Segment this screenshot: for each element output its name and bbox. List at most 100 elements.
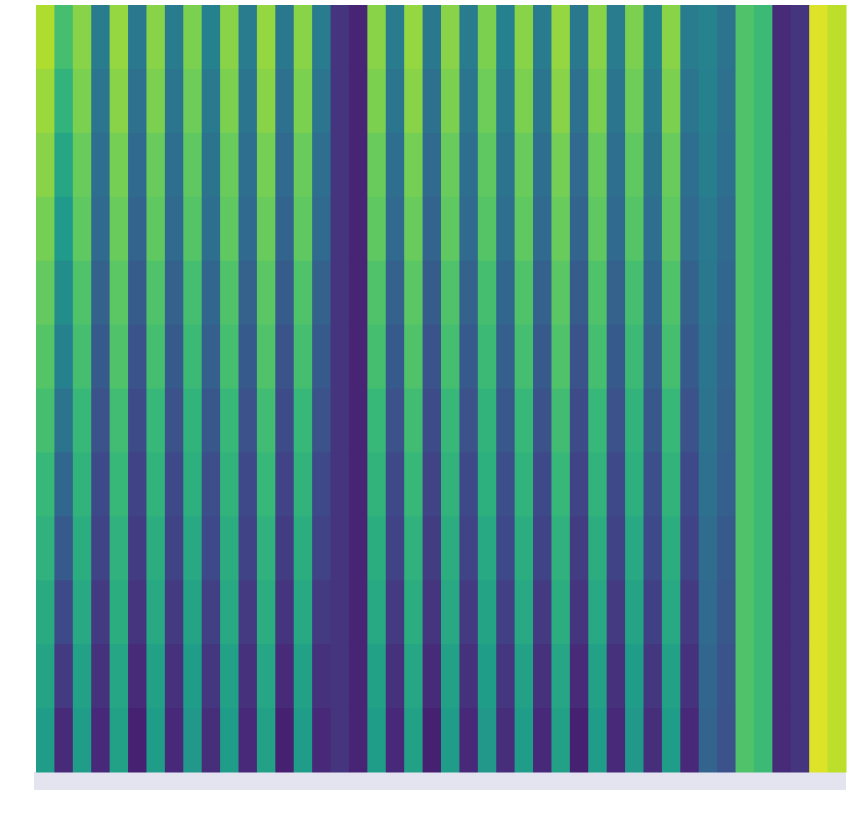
heatmap-cell <box>827 516 847 581</box>
heatmap-cell <box>109 324 129 389</box>
heatmap-cell <box>606 708 626 773</box>
heatmap-cell <box>275 644 295 709</box>
heatmap-cell <box>643 516 663 581</box>
heatmap-cell <box>496 196 516 262</box>
heatmap-cell <box>569 452 589 517</box>
heatmap-cell <box>661 452 681 517</box>
heatmap-cell <box>735 644 755 709</box>
heatmap-cell <box>514 260 534 326</box>
heatmap-cell <box>717 132 737 198</box>
heatmap-cell <box>533 260 552 326</box>
heatmap-cell <box>643 644 663 709</box>
heatmap-cell <box>183 452 203 517</box>
heatmap-cell <box>643 68 663 134</box>
heatmap-cell <box>441 708 460 773</box>
heatmap-cell <box>256 196 276 262</box>
heatmap-cell <box>146 260 166 326</box>
heatmap-cell <box>128 388 147 453</box>
heatmap-cell <box>459 324 479 389</box>
heatmap-cell <box>735 68 755 134</box>
heatmap-cell <box>385 196 405 262</box>
heatmap-cell <box>312 196 332 262</box>
heatmap-cell <box>753 132 773 198</box>
heatmap-cell <box>625 5 644 70</box>
heatmap-cell <box>72 68 92 134</box>
heatmap-cell <box>551 132 571 198</box>
heatmap-cell <box>312 132 332 198</box>
heatmap-cell <box>735 5 755 70</box>
heatmap-cell <box>717 516 737 581</box>
heatmap-cell <box>404 196 424 262</box>
heatmap-cell <box>348 708 368 773</box>
heatmap-cell <box>128 708 147 773</box>
heatmap-cell <box>404 708 424 773</box>
heatmap-cell <box>238 68 258 134</box>
heatmap-cell <box>772 324 792 389</box>
heatmap-cell <box>441 324 460 389</box>
heatmap-cell <box>533 324 552 389</box>
heatmap-cell <box>330 580 350 645</box>
heatmap-cell <box>385 580 405 645</box>
heatmap-cell <box>348 324 368 389</box>
heatmap-cell <box>643 708 663 773</box>
heatmap-cell <box>809 516 829 581</box>
heatmap-cell <box>790 132 810 198</box>
heatmap-cell <box>698 644 718 709</box>
heatmap-cell <box>36 196 55 262</box>
heatmap-cell <box>312 580 332 645</box>
heatmap-cell <box>256 452 276 517</box>
heatmap-cell <box>385 644 405 709</box>
heatmap-cell <box>772 580 792 645</box>
heatmap-cell <box>312 388 332 453</box>
heatmap-cell <box>91 324 111 389</box>
heatmap-cell <box>661 68 681 134</box>
heatmap-cell <box>201 644 221 709</box>
heatmap-cell <box>551 196 571 262</box>
heatmap-cell <box>459 132 479 198</box>
heatmap-cell <box>238 196 258 262</box>
heatmap-cell <box>533 388 552 453</box>
heatmap-cell <box>275 516 295 581</box>
heatmap-cell <box>680 5 700 70</box>
heatmap-cell <box>183 132 203 198</box>
heatmap-cell <box>569 5 589 70</box>
heatmap-cell <box>551 5 571 70</box>
heatmap-cell <box>275 388 295 453</box>
heatmap-cell <box>220 644 239 709</box>
heatmap-cell <box>753 580 773 645</box>
heatmap-cell <box>146 708 166 773</box>
heatmap-cell <box>625 644 644 709</box>
heatmap-cell <box>496 68 516 134</box>
heatmap-cell <box>275 452 295 517</box>
heatmap-cell <box>220 580 239 645</box>
heatmap-cell <box>330 132 350 198</box>
heatmap-cell <box>459 644 479 709</box>
heatmap-cell <box>220 452 239 517</box>
heatmap-cell <box>569 644 589 709</box>
heatmap-cell <box>606 5 626 70</box>
heatmap-cell <box>312 644 332 709</box>
heatmap-cell <box>164 708 184 773</box>
heatmap-cell <box>422 644 442 709</box>
heatmap-cell <box>238 708 258 773</box>
heatmap-cell <box>717 644 737 709</box>
heatmap-cell <box>220 196 239 262</box>
heatmap-cell <box>661 5 681 70</box>
heatmap-cell <box>735 708 755 773</box>
heatmap-cell <box>551 644 571 709</box>
heatmap-cell <box>422 516 442 581</box>
heatmap-cell <box>477 388 497 453</box>
heatmap-cell <box>109 260 129 326</box>
heatmap-cell <box>385 260 405 326</box>
heatmap-cell <box>164 388 184 453</box>
heatmap-cell <box>91 580 111 645</box>
heatmap-cell <box>293 260 313 326</box>
heatmap-cell <box>514 580 534 645</box>
heatmap-cell <box>477 132 497 198</box>
heatmap-cell <box>772 196 792 262</box>
heatmap-cell <box>183 580 203 645</box>
heatmap-cell <box>790 5 810 70</box>
heatmap-cell <box>348 644 368 709</box>
heatmap-cell <box>367 324 387 389</box>
heatmap-cell <box>680 388 700 453</box>
